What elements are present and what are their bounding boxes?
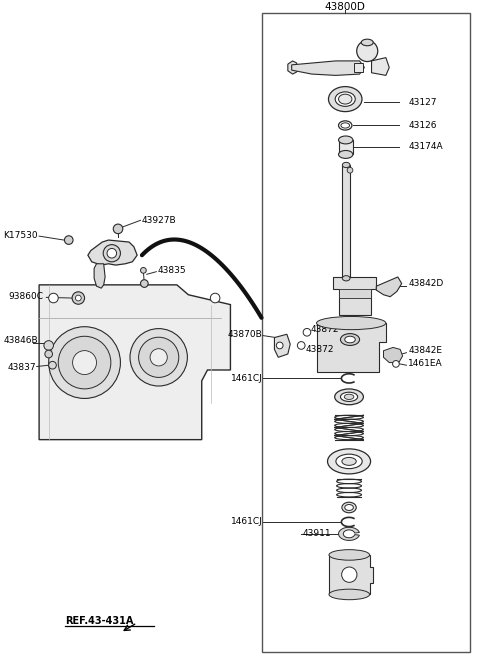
Polygon shape bbox=[292, 61, 364, 75]
Ellipse shape bbox=[338, 136, 353, 144]
Circle shape bbox=[298, 342, 305, 349]
Polygon shape bbox=[342, 165, 350, 278]
Ellipse shape bbox=[335, 92, 355, 106]
Circle shape bbox=[357, 40, 378, 61]
Ellipse shape bbox=[342, 457, 356, 465]
Text: 1461CJ: 1461CJ bbox=[231, 374, 263, 383]
Polygon shape bbox=[262, 13, 469, 652]
Ellipse shape bbox=[335, 389, 363, 405]
Text: 43872: 43872 bbox=[311, 325, 339, 334]
Circle shape bbox=[75, 295, 81, 301]
Text: 43842E: 43842E bbox=[408, 346, 443, 355]
Text: 43174A: 43174A bbox=[408, 142, 443, 151]
Ellipse shape bbox=[345, 504, 353, 510]
Polygon shape bbox=[94, 264, 105, 288]
Polygon shape bbox=[275, 334, 290, 358]
Text: 43842D: 43842D bbox=[408, 279, 444, 288]
Text: 43837: 43837 bbox=[8, 363, 36, 371]
Circle shape bbox=[130, 329, 187, 386]
Ellipse shape bbox=[344, 394, 354, 399]
Polygon shape bbox=[316, 323, 386, 372]
Circle shape bbox=[113, 224, 123, 233]
Circle shape bbox=[150, 349, 168, 366]
Circle shape bbox=[107, 249, 117, 258]
Ellipse shape bbox=[336, 454, 362, 469]
Circle shape bbox=[72, 292, 84, 304]
Ellipse shape bbox=[329, 550, 370, 560]
Text: REF.43-431A: REF.43-431A bbox=[65, 616, 134, 626]
Text: K17530: K17530 bbox=[3, 231, 38, 240]
Circle shape bbox=[64, 236, 73, 245]
Ellipse shape bbox=[342, 502, 356, 513]
Circle shape bbox=[103, 245, 120, 262]
Polygon shape bbox=[39, 285, 230, 440]
Text: 43927B: 43927B bbox=[142, 215, 177, 225]
Circle shape bbox=[303, 329, 311, 336]
Circle shape bbox=[48, 362, 56, 369]
Circle shape bbox=[48, 293, 58, 303]
Polygon shape bbox=[288, 61, 299, 74]
Circle shape bbox=[44, 340, 53, 350]
Polygon shape bbox=[333, 277, 376, 315]
Ellipse shape bbox=[342, 276, 350, 281]
Ellipse shape bbox=[327, 449, 371, 474]
Text: 43800D: 43800D bbox=[325, 2, 366, 12]
Ellipse shape bbox=[316, 317, 386, 330]
Ellipse shape bbox=[338, 121, 352, 130]
Ellipse shape bbox=[338, 94, 352, 104]
Text: 43870B: 43870B bbox=[228, 330, 263, 338]
Circle shape bbox=[141, 268, 146, 273]
Circle shape bbox=[139, 337, 179, 377]
Text: 43126: 43126 bbox=[408, 121, 437, 130]
Ellipse shape bbox=[328, 87, 362, 112]
Circle shape bbox=[347, 167, 353, 173]
Text: 43835: 43835 bbox=[158, 266, 186, 275]
Circle shape bbox=[58, 336, 111, 389]
Text: 43872: 43872 bbox=[306, 345, 335, 354]
Polygon shape bbox=[354, 63, 363, 72]
Circle shape bbox=[141, 280, 148, 288]
Circle shape bbox=[276, 342, 283, 349]
Polygon shape bbox=[339, 289, 371, 298]
Ellipse shape bbox=[341, 123, 349, 128]
Text: 43911: 43911 bbox=[302, 529, 331, 538]
Ellipse shape bbox=[329, 589, 370, 600]
Ellipse shape bbox=[342, 163, 350, 168]
Polygon shape bbox=[384, 348, 403, 363]
Ellipse shape bbox=[338, 151, 353, 159]
Polygon shape bbox=[338, 140, 353, 155]
Circle shape bbox=[393, 360, 399, 368]
Ellipse shape bbox=[340, 392, 358, 401]
Circle shape bbox=[48, 327, 120, 399]
Circle shape bbox=[72, 350, 96, 375]
Polygon shape bbox=[376, 277, 402, 297]
Polygon shape bbox=[338, 527, 360, 541]
Text: 1461CJ: 1461CJ bbox=[231, 518, 263, 526]
Text: 43127: 43127 bbox=[408, 98, 437, 107]
Circle shape bbox=[45, 350, 52, 358]
Ellipse shape bbox=[345, 336, 355, 343]
Polygon shape bbox=[88, 240, 137, 265]
Polygon shape bbox=[329, 555, 373, 594]
Ellipse shape bbox=[361, 39, 373, 46]
Circle shape bbox=[210, 293, 220, 303]
Circle shape bbox=[342, 567, 357, 582]
Ellipse shape bbox=[340, 334, 360, 346]
Polygon shape bbox=[372, 58, 389, 75]
Text: 43846B: 43846B bbox=[3, 336, 38, 345]
Text: 93860C: 93860C bbox=[8, 292, 43, 301]
Text: 1461EA: 1461EA bbox=[408, 360, 443, 368]
